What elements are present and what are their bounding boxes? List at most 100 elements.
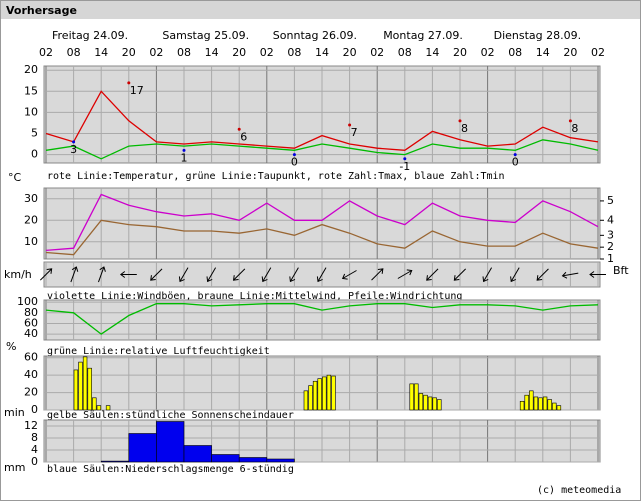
tmax-label: 8 bbox=[571, 122, 578, 135]
tmin-point bbox=[403, 157, 407, 161]
arrow-part bbox=[341, 273, 348, 280]
hour-label: 08 bbox=[508, 46, 522, 59]
wind-arrow bbox=[39, 268, 53, 281]
tmin-label: 0 bbox=[291, 156, 298, 169]
hour-label: 20 bbox=[563, 46, 577, 59]
bar bbox=[556, 405, 562, 411]
arrow-part bbox=[483, 267, 493, 282]
arrow-part bbox=[406, 269, 413, 276]
y-tick-label: 0 bbox=[31, 455, 38, 468]
tmin-point bbox=[513, 153, 517, 157]
hour-label: 08 bbox=[287, 46, 301, 59]
header-bar bbox=[1, 1, 640, 19]
wind-arrow bbox=[150, 268, 163, 281]
y2-tick-label: 3 bbox=[607, 228, 614, 241]
bar bbox=[409, 383, 414, 411]
hour-label: 02 bbox=[260, 46, 274, 59]
bar bbox=[542, 396, 548, 411]
arrow-part bbox=[536, 268, 549, 281]
y-tick-label: 20 bbox=[24, 63, 38, 76]
arrow-part bbox=[206, 276, 213, 283]
hour-label: 14 bbox=[94, 46, 108, 59]
wind-arrow bbox=[510, 267, 520, 283]
wind-arrow bbox=[453, 268, 467, 281]
wind-arrow bbox=[97, 266, 106, 283]
y-tick-label: 4 bbox=[31, 443, 38, 456]
unit-label: min bbox=[4, 406, 25, 419]
y-tick-label: 15 bbox=[24, 84, 38, 97]
bar bbox=[303, 390, 309, 411]
wind-arrow bbox=[316, 267, 327, 283]
arrow-part bbox=[371, 268, 384, 281]
arrow-part bbox=[316, 276, 323, 283]
day-label: Montag 27.09. bbox=[383, 29, 463, 42]
tmax-point bbox=[568, 119, 572, 123]
y-tick-label: 80 bbox=[24, 306, 38, 319]
tmax-label: 6 bbox=[240, 130, 247, 143]
y-tick-label: 20 bbox=[24, 213, 38, 226]
tmin-point bbox=[182, 148, 186, 152]
arrow-part bbox=[261, 276, 268, 283]
bar bbox=[524, 394, 529, 411]
bar bbox=[100, 460, 130, 463]
bar bbox=[418, 393, 424, 411]
arrow-part bbox=[39, 268, 53, 281]
arrow-part bbox=[453, 268, 467, 281]
bar bbox=[547, 399, 552, 411]
arrow-part bbox=[97, 266, 105, 283]
bar bbox=[82, 356, 88, 411]
bar bbox=[423, 394, 428, 411]
header-title: Vorhersage bbox=[6, 4, 77, 17]
y-tick-label: 60 bbox=[24, 316, 38, 329]
arrow-part bbox=[150, 275, 156, 281]
hour-label: 08 bbox=[398, 46, 412, 59]
hour-label: 08 bbox=[177, 46, 191, 59]
y-tick-label: 0 bbox=[31, 148, 38, 161]
arrow-part bbox=[233, 268, 246, 281]
wind-arrow bbox=[371, 268, 384, 281]
tmax-label: 8 bbox=[461, 122, 468, 135]
day-label: Samstag 25.09. bbox=[162, 29, 249, 42]
arrow-part bbox=[510, 276, 516, 283]
bar bbox=[183, 445, 212, 463]
wind-arrow bbox=[397, 269, 413, 279]
y-tick-label: 0 bbox=[31, 403, 38, 416]
arrow-part bbox=[561, 271, 568, 279]
hour-label: 14 bbox=[315, 46, 329, 59]
bar bbox=[312, 380, 318, 411]
hour-label: 02 bbox=[591, 46, 605, 59]
arrow-part bbox=[99, 266, 106, 272]
bar bbox=[317, 378, 322, 411]
tmin-label: 1 bbox=[181, 151, 188, 164]
y2-tick-label: 5 bbox=[607, 194, 614, 207]
hour-label: 20 bbox=[122, 46, 136, 59]
unit-label: °C bbox=[8, 171, 22, 184]
y2-tick-label: 4 bbox=[607, 213, 614, 226]
y2-tick-label: 1 bbox=[607, 252, 614, 265]
hour-label: 02 bbox=[370, 46, 384, 59]
wind-arrow bbox=[70, 266, 79, 283]
tmin-label: 0 bbox=[512, 156, 519, 169]
bar bbox=[105, 405, 111, 411]
y-tick-label: 5 bbox=[31, 126, 38, 139]
series-line bbox=[45, 139, 599, 160]
bar bbox=[266, 458, 295, 463]
wind-arrow bbox=[178, 267, 189, 283]
tmin-point bbox=[72, 140, 76, 144]
arrow-part bbox=[289, 276, 296, 283]
arrow-part bbox=[536, 275, 543, 281]
unit-label: km/h bbox=[4, 268, 32, 281]
bar bbox=[538, 397, 543, 411]
arrow-part bbox=[262, 267, 272, 282]
bar bbox=[238, 457, 268, 463]
y-tick-label: 10 bbox=[24, 105, 38, 118]
day-label: Freitag 24.09. bbox=[52, 29, 128, 42]
unit-label: mm bbox=[4, 461, 25, 474]
bar bbox=[529, 390, 534, 411]
wind-arrow bbox=[289, 267, 299, 283]
hour-label: 02 bbox=[149, 46, 163, 59]
tmax-point bbox=[127, 81, 131, 85]
tmin-point bbox=[292, 153, 296, 157]
bar bbox=[326, 374, 332, 411]
